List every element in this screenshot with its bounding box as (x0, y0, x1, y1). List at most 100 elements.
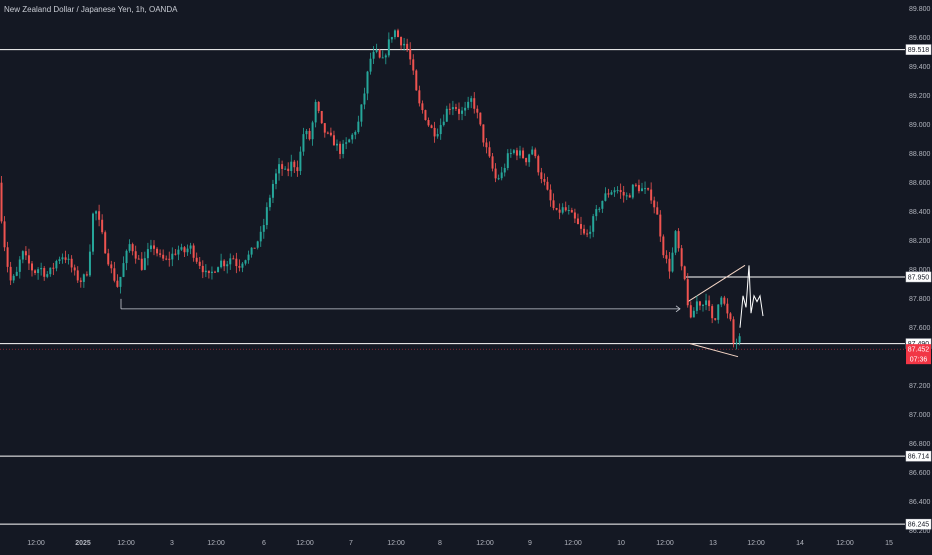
time-tick-label: 10 (617, 540, 625, 547)
candle-down (628, 195, 631, 198)
level-tag-label: 87.950 (908, 274, 930, 281)
candle-down (6, 247, 9, 267)
candle-up (204, 270, 207, 273)
candle-down (488, 147, 491, 157)
candle-down (201, 265, 204, 273)
candle-down (555, 208, 558, 210)
candle-up (436, 134, 439, 137)
candle-down (70, 258, 73, 268)
candle-up (18, 259, 21, 272)
price-tick-label: 89.000 (909, 122, 931, 129)
candle-down (168, 258, 171, 260)
candle-down (79, 280, 82, 282)
candle-down (207, 270, 210, 274)
candle-up (390, 37, 393, 40)
candle-up (360, 104, 363, 122)
candle-up (461, 110, 464, 114)
symbol-title[interactable]: New Zealand Dollar / Japanese Yen, 1h, O… (4, 5, 178, 14)
candle-down (400, 36, 403, 46)
candle-down (647, 188, 650, 190)
candle-up (601, 200, 604, 209)
candle-down (308, 130, 311, 140)
candle-down (586, 233, 589, 235)
candle-up (49, 267, 52, 275)
time-tick-label: 3 (170, 540, 174, 547)
candle-down (406, 43, 409, 50)
candle-down (43, 268, 46, 277)
candle-down (619, 190, 622, 192)
candle-down (525, 158, 528, 163)
time-tick-label: 12:00 (836, 540, 854, 547)
level-tag-label: 86.245 (908, 522, 930, 529)
candle-up (146, 249, 149, 259)
time-tick-label: 12:00 (747, 540, 765, 547)
candle-down (73, 267, 76, 271)
candle-down (235, 258, 238, 267)
candle-down (576, 218, 579, 225)
candle-up (604, 193, 607, 201)
candle-up (610, 192, 613, 195)
price-tick-label: 88.600 (909, 180, 931, 187)
candle-down (476, 108, 479, 113)
candle-up (531, 149, 534, 155)
candle-down (214, 271, 216, 273)
level-tag-label: 86.714 (908, 454, 930, 461)
candle-down (113, 268, 116, 281)
candle-down (680, 248, 683, 267)
candle-up (384, 55, 387, 58)
candle-up (363, 93, 366, 105)
candle-up (369, 58, 372, 72)
time-axis[interactable]: 12:00 2025 12:00 3 12:00 6 12:00 7 12:00 8 12:00 9 1… (27, 540, 893, 547)
candle-down (634, 184, 637, 186)
candle-down (24, 251, 27, 256)
candle-down (482, 124, 485, 143)
candle-down (458, 108, 460, 114)
candle-down (448, 108, 451, 110)
level-tag (905, 518, 932, 530)
candle-down (622, 191, 625, 196)
candle-up (226, 264, 229, 267)
candle-up (177, 249, 180, 255)
candle-up (189, 245, 192, 249)
candle-down (76, 270, 79, 281)
time-tick-label: 8 (438, 540, 442, 547)
drawing-annotations (120, 264, 764, 358)
candle-up (128, 244, 131, 251)
candle-up (58, 259, 61, 261)
candle-down (31, 263, 33, 271)
candle-down (454, 107, 457, 109)
time-tick-label: 12:00 (656, 540, 674, 547)
candle-down (479, 112, 482, 125)
candle-up (503, 168, 506, 173)
candle-up (497, 178, 500, 180)
candle-up (561, 207, 564, 213)
candle-up (439, 125, 442, 135)
candle-down (101, 219, 104, 233)
candle-down (723, 297, 726, 304)
candle-down (27, 255, 30, 264)
candle-up (616, 190, 619, 192)
price-tick-label: 87.200 (909, 383, 931, 390)
candle-down (552, 200, 555, 209)
candle-down (711, 306, 714, 319)
candle-down (9, 266, 12, 281)
candle-down (491, 156, 494, 169)
candle-up (644, 188, 647, 190)
level-tag (905, 44, 932, 55)
candle-up (589, 231, 592, 234)
candle-down (85, 274, 88, 276)
time-tick-label: 7 (349, 540, 353, 547)
candle-down (165, 258, 168, 260)
candle-down (183, 247, 186, 253)
candle-down (192, 245, 195, 258)
candle-down (110, 264, 113, 269)
price-tick-label: 87.800 (909, 296, 931, 303)
candle-down (668, 258, 671, 272)
candle-down (162, 254, 165, 259)
candle-down (558, 209, 561, 213)
candle-up (15, 271, 18, 276)
candle-up (720, 297, 723, 305)
